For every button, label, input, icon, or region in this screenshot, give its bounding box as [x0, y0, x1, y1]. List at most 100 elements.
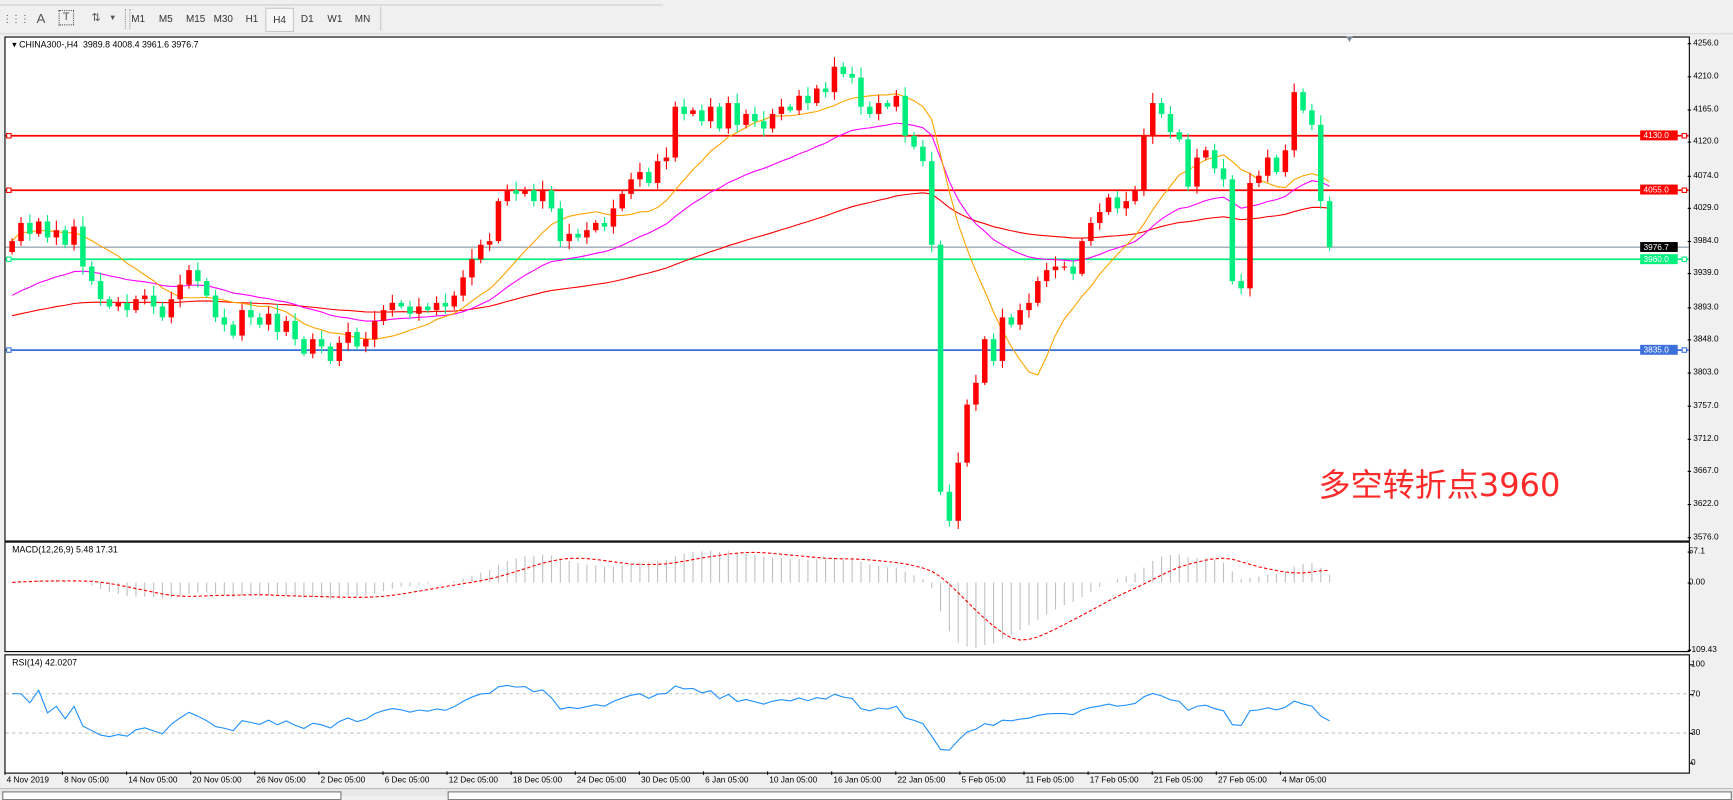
rsi-tick-label: 70	[1689, 688, 1701, 699]
bearish-candle	[203, 281, 210, 296]
grid-lines-icon[interactable]: ⋮⋮⋮	[2, 13, 30, 25]
time-axis-label: 22 Jan 05:00	[895, 771, 946, 785]
time-axis-label: 6 Dec 05:00	[382, 771, 430, 785]
bearish-candle	[424, 306, 431, 311]
time-axis-label: 26 Nov 05:00	[254, 771, 306, 785]
price-tick: 3939.0	[1687, 268, 1719, 278]
bullish-candle	[1256, 175, 1262, 183]
bullish-candle	[725, 103, 732, 129]
price-tick: 3712.0	[1687, 433, 1719, 443]
price-tick: 4165.0	[1687, 103, 1719, 114]
timeframe-button-mn[interactable]: MN	[354, 13, 371, 25]
level-price-label: 4130.0	[1640, 130, 1678, 141]
rsi-tick-label: 100	[1689, 658, 1705, 669]
bullish-candle	[814, 88, 820, 104]
time-axis-label: 17 Feb 05:00	[1087, 771, 1139, 785]
bearish-candle	[327, 346, 334, 361]
bearish-candle	[1317, 124, 1324, 202]
bullish-candle	[1088, 222, 1094, 242]
time-axis-label: 2 Dec 05:00	[318, 771, 366, 785]
timeframe-button-h4[interactable]: H4	[265, 7, 294, 33]
bearish-candle	[1326, 201, 1333, 248]
price-tick: 3576.0	[1687, 532, 1719, 542]
bearish-candle	[548, 190, 555, 209]
bearish-candle	[911, 135, 917, 147]
bullish-candle	[1043, 270, 1050, 282]
timeframe-button-m30[interactable]: M30	[213, 13, 233, 25]
bullish-candle	[1141, 135, 1147, 191]
bearish-candle	[734, 103, 740, 125]
top-strip	[0, 0, 664, 6]
time-axis-label: 27 Feb 05:00	[1215, 771, 1267, 785]
bearish-candle	[822, 88, 829, 93]
bullish-candle	[371, 321, 378, 340]
bullish-candle	[1264, 157, 1271, 176]
text-label-icon[interactable]: T	[58, 9, 75, 26]
price-tick-text: 3622.0	[1693, 498, 1719, 509]
bullish-candle	[389, 302, 396, 311]
price-tick-text: 4165.0	[1693, 103, 1719, 114]
price-tick-text: 4029.0	[1693, 202, 1719, 213]
bullish-candle	[486, 241, 493, 245]
bearish-candle	[716, 106, 723, 129]
bullish-candle	[619, 193, 626, 209]
annotation-text: 多空转折点3960	[1318, 466, 1561, 504]
macd-panel[interactable]: MACD(12,26,9) 5.48 17.31	[4, 541, 1690, 653]
bullish-candle	[380, 310, 387, 322]
time-axis-label: 24 Dec 05:00	[574, 771, 627, 785]
price-tick: 3848.0	[1687, 334, 1719, 344]
bullish-candle	[1203, 150, 1209, 158]
timeframe-button-h1[interactable]: H1	[245, 13, 259, 25]
time-axis-label: 10 Jan 05:00	[767, 771, 818, 785]
bearish-candle	[1008, 317, 1015, 325]
collapse-triangle-icon[interactable]: ▾	[12, 39, 20, 50]
bullish-candle	[283, 321, 290, 332]
bearish-candle	[1300, 92, 1306, 111]
timeframe-button-d1[interactable]: D1	[300, 13, 314, 25]
bullish-candle	[495, 201, 502, 242]
chevron-down-icon[interactable]: ▼	[108, 14, 117, 23]
bullish-candle	[478, 244, 484, 260]
price-tick: 4210.0	[1687, 71, 1719, 81]
chart-tab[interactable]	[447, 791, 1732, 800]
price-tick: 3893.0	[1687, 301, 1719, 311]
arrows-icon[interactable]: ⇅	[91, 12, 101, 25]
text-icon[interactable]: A	[36, 11, 46, 27]
bearish-candle	[212, 295, 219, 318]
timeframe-button-m5[interactable]: M5	[158, 13, 173, 25]
toolbar-separator	[380, 6, 382, 31]
bearish-candle	[557, 208, 564, 242]
timeframe-button-w1[interactable]: W1	[327, 13, 343, 25]
price-tick-text: 3803.0	[1693, 366, 1719, 377]
time-axis-label: 6 Jan 05:00	[702, 771, 749, 785]
bearish-candle	[1220, 168, 1227, 180]
bullish-candle	[1052, 266, 1059, 271]
bearish-candle	[575, 233, 581, 238]
bullish-candle	[1026, 302, 1032, 311]
bullish-candle	[142, 295, 148, 300]
price-chart-panel[interactable]: ▾ CHINA300-,H4 3989.8 4008.4 3961.6 3976…	[4, 36, 1690, 542]
chart-tab[interactable]	[2, 791, 342, 800]
bullish-candle	[168, 299, 175, 318]
chart-shift-marker-icon[interactable]	[1346, 36, 1353, 42]
timeframe-button-m15[interactable]: M15	[185, 13, 206, 25]
bearish-candle	[1238, 281, 1244, 289]
bullish-candle	[893, 95, 900, 107]
bullish-candle	[707, 106, 714, 122]
bearish-candle	[699, 110, 705, 122]
bearish-candle	[1229, 179, 1236, 282]
time-axis-label: 11 Feb 05:00	[1023, 771, 1074, 785]
bearish-candle	[867, 106, 873, 114]
time-axis-label: 16 Jan 05:00	[831, 771, 882, 785]
toolbar-grip[interactable]	[124, 8, 131, 29]
rsi-tick-label: 0	[1689, 757, 1696, 768]
bullish-candle	[345, 331, 351, 343]
timeframe-button-m1[interactable]: M1	[131, 13, 146, 25]
time-axis-label: 14 Nov 05:00	[126, 771, 178, 785]
bullish-candle	[1291, 92, 1297, 151]
bullish-candle	[416, 306, 422, 314]
bullish-candle	[539, 190, 546, 202]
time-axis-label: 4 Mar 05:00	[1279, 771, 1327, 785]
rsi-panel[interactable]: RSI(14) 42.0207	[4, 654, 1690, 774]
bearish-candle	[849, 73, 855, 78]
